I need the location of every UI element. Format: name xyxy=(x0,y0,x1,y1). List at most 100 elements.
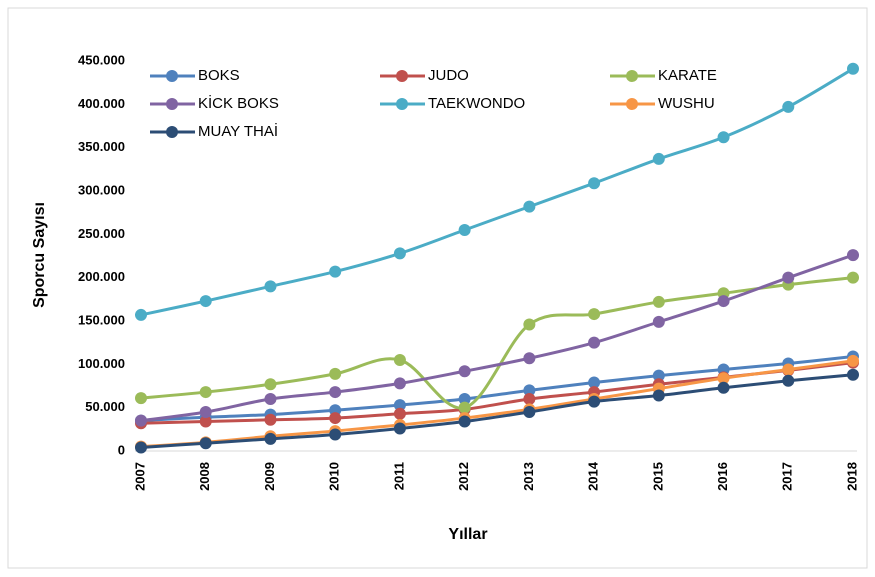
data-point xyxy=(329,428,342,441)
y-tick-label: 400.000 xyxy=(78,96,125,111)
data-point xyxy=(588,376,601,389)
data-point xyxy=(199,415,212,428)
y-tick-label: 300.000 xyxy=(78,182,125,197)
legend-label: KARATE xyxy=(658,67,717,84)
data-point xyxy=(847,368,859,381)
y-tick-label: 150.000 xyxy=(78,312,125,327)
data-point xyxy=(393,247,406,260)
legend-marker xyxy=(166,70,178,82)
data-point xyxy=(199,437,212,450)
series-line xyxy=(140,355,854,423)
data-point xyxy=(588,308,601,321)
data-point xyxy=(199,386,212,399)
x-axis-title: Yıllar xyxy=(448,526,487,543)
data-point xyxy=(458,365,471,378)
data-point xyxy=(523,393,536,405)
data-point xyxy=(652,315,665,328)
data-point xyxy=(523,406,536,418)
x-tick-label: 2012 xyxy=(456,462,471,491)
y-tick-label: 450.000 xyxy=(78,52,125,67)
data-point xyxy=(847,354,859,367)
x-tick-label: 2010 xyxy=(327,462,342,491)
x-tick-label: 2015 xyxy=(650,462,665,491)
data-point xyxy=(329,412,342,425)
data-point xyxy=(264,413,277,426)
x-tick-label: 2016 xyxy=(715,462,730,491)
series-line xyxy=(140,359,854,449)
data-point xyxy=(652,369,665,382)
x-tick-label: 2018 xyxy=(844,462,859,491)
x-tick-label: 2017 xyxy=(780,462,795,491)
legend-marker xyxy=(396,98,408,110)
x-tick-label: 2008 xyxy=(197,462,212,491)
legend-label: JUDO xyxy=(428,67,469,84)
x-tick-label: 2014 xyxy=(586,461,601,491)
data-point xyxy=(393,399,406,412)
y-tick-label: 200.000 xyxy=(78,269,125,284)
data-point xyxy=(782,271,795,284)
series-line xyxy=(140,67,854,317)
data-point xyxy=(717,131,730,144)
data-point xyxy=(393,422,406,435)
x-tick-label: 2007 xyxy=(132,462,147,491)
legend-marker xyxy=(626,98,638,110)
data-point xyxy=(652,389,665,402)
data-point xyxy=(458,401,471,414)
data-point xyxy=(523,384,536,397)
data-point xyxy=(782,363,795,376)
data-point xyxy=(393,354,406,366)
data-point xyxy=(135,414,147,427)
data-point xyxy=(588,336,601,349)
y-tick-label: 50.000 xyxy=(85,399,125,414)
data-point xyxy=(458,393,471,405)
data-point xyxy=(588,395,601,408)
x-tick-label: 2013 xyxy=(521,462,536,491)
data-point xyxy=(523,200,536,213)
data-point xyxy=(652,152,665,165)
legend-label: KİCK BOKS xyxy=(198,94,279,112)
y-tick-label: 250.000 xyxy=(78,226,125,241)
data-point xyxy=(458,224,471,236)
data-point xyxy=(717,295,730,308)
data-point xyxy=(264,378,277,391)
series-line xyxy=(140,253,854,423)
data-point xyxy=(264,432,277,445)
data-point xyxy=(329,367,342,380)
data-point xyxy=(199,406,212,418)
data-point xyxy=(264,280,277,293)
x-tick-label: 2011 xyxy=(391,462,406,490)
y-tick-label: 100.000 xyxy=(78,356,125,371)
data-point xyxy=(717,372,730,385)
data-point xyxy=(135,441,147,454)
data-point xyxy=(652,295,665,308)
data-point xyxy=(847,271,859,284)
legend-label: TAEKWONDO xyxy=(428,95,525,112)
data-point xyxy=(393,377,406,390)
data-point xyxy=(264,393,277,405)
legend-marker xyxy=(166,98,178,110)
data-point xyxy=(523,318,536,331)
y-axis-title: Sporcu Sayısı xyxy=(31,202,48,308)
legend-marker xyxy=(166,126,178,138)
y-tick-label: 350.000 xyxy=(78,139,125,154)
data-point xyxy=(588,177,601,190)
data-point xyxy=(847,249,859,262)
data-point xyxy=(717,381,730,394)
data-point xyxy=(523,352,536,365)
legend-marker xyxy=(396,70,408,82)
legend-marker xyxy=(626,70,638,82)
series-line xyxy=(140,373,854,450)
data-point xyxy=(329,265,342,278)
data-point xyxy=(199,295,212,308)
x-tick-label: 2009 xyxy=(262,462,277,491)
data-point xyxy=(782,100,795,113)
data-point xyxy=(458,415,471,428)
data-point xyxy=(393,407,406,420)
y-tick-label: 0 xyxy=(118,442,125,457)
legend-label: BOKS xyxy=(198,67,240,84)
data-point xyxy=(135,392,147,405)
data-point xyxy=(135,308,147,321)
legend-label: MUAY THAİ xyxy=(198,122,278,140)
data-point xyxy=(847,62,859,75)
